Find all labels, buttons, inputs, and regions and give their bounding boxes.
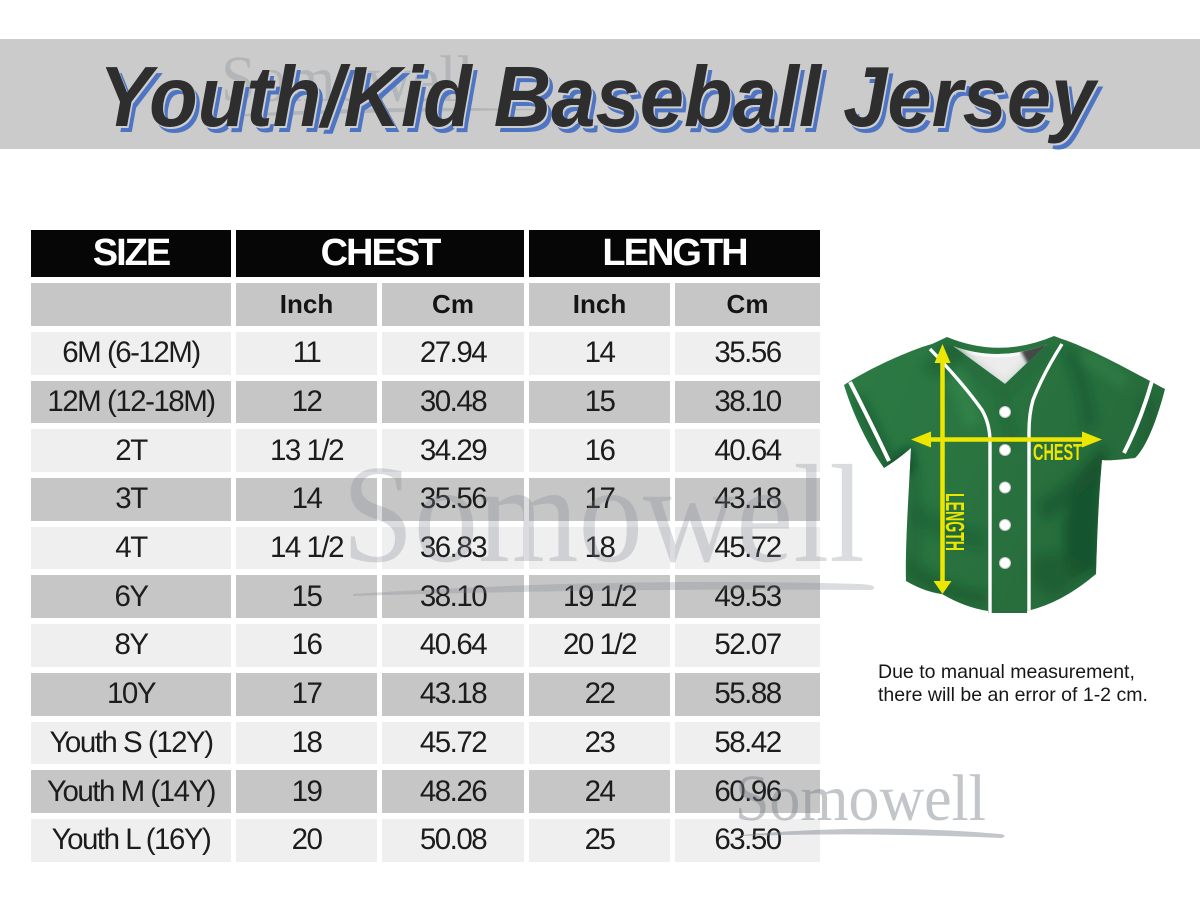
svg-text:Somowell: Somowell [342,437,865,592]
svg-text:LENGTH: LENGTH [940,493,970,551]
svg-text:Somowell: Somowell [221,43,474,116]
svg-text:Somowell: Somowell [735,762,986,835]
svg-text:CHEST: CHEST [1033,439,1082,465]
